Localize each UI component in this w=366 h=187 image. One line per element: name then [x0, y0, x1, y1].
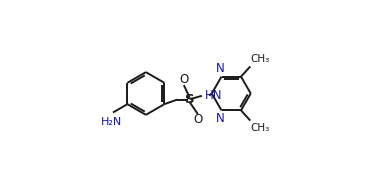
- Text: N: N: [216, 112, 225, 125]
- Text: CH₃: CH₃: [251, 54, 270, 64]
- Text: HN: HN: [205, 89, 222, 102]
- Text: S: S: [184, 93, 194, 106]
- Text: O: O: [193, 113, 202, 126]
- Text: H₂N: H₂N: [101, 117, 123, 127]
- Text: O: O: [179, 73, 188, 86]
- Text: N: N: [216, 62, 225, 75]
- Text: CH₃: CH₃: [251, 123, 270, 133]
